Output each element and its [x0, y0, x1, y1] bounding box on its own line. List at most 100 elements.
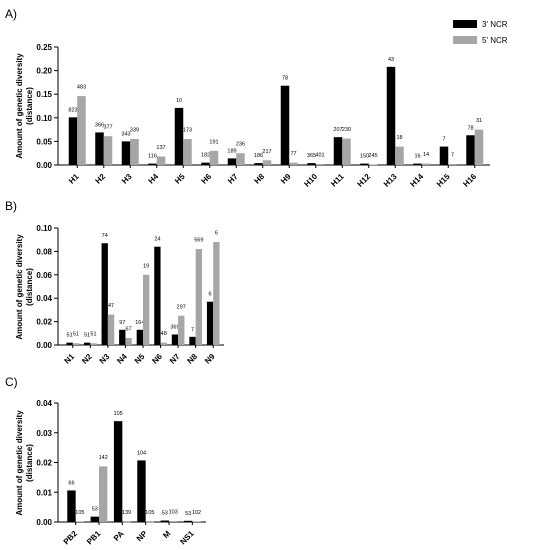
data-label-n2-5ncr: 51	[90, 332, 96, 338]
data-label-m-3ncr: 53	[162, 511, 168, 517]
y-tick-label: 0.15	[36, 90, 52, 99]
category-label-ns1: NS1	[178, 529, 196, 547]
data-label-np-3ncr: 104	[137, 450, 146, 456]
data-label-h1-3ncr: 823	[68, 107, 77, 113]
panel-label: B)	[5, 199, 17, 213]
data-label-n3-3ncr: 74	[102, 233, 108, 239]
y-tick-label: 0.04	[36, 294, 52, 303]
data-label-pb2-5ncr: 105	[75, 510, 84, 516]
data-label-h1-5ncr: 483	[77, 85, 86, 91]
bar-n3-5ncr	[107, 314, 115, 345]
data-label-h3-5ncr: 339	[130, 128, 139, 134]
bar-h4-5ncr	[156, 156, 166, 165]
data-label-h9-5ncr: 77	[290, 151, 296, 157]
y-tick-label: 0.25	[36, 43, 52, 52]
bar-h9-5ncr	[289, 162, 298, 165]
bar-h11-3ncr	[333, 137, 343, 165]
data-label-n8-5ncr: 569	[194, 238, 203, 244]
data-label-n4-5ncr: 67	[126, 326, 132, 332]
category-label-h14: H14	[408, 172, 425, 189]
bar-h10-5ncr	[315, 164, 325, 165]
category-label-n1: N1	[63, 352, 77, 366]
data-label-n9-3ncr: 6	[209, 292, 212, 298]
category-label-h2: H2	[94, 172, 108, 186]
bar-n1-5ncr	[72, 343, 80, 345]
bar-h2-3ncr	[95, 132, 104, 165]
data-label-h14-5ncr: 14	[423, 152, 429, 158]
bar-n6-3ncr	[154, 246, 161, 345]
y-axis-label: Amount of genetic diversity(distance)	[15, 234, 34, 340]
bar-h6-5ncr	[209, 150, 219, 165]
category-label-n4: N4	[115, 352, 129, 366]
category-label-h13: H13	[382, 172, 399, 189]
y-axis-label-line: (distance)	[25, 444, 34, 482]
data-label-n7-5ncr: 297	[177, 304, 186, 310]
data-label-pb1-3ncr: 53	[92, 507, 98, 513]
category-label-h6: H6	[200, 172, 214, 186]
data-label-m-5ncr: 103	[169, 510, 178, 516]
bar-h14-5ncr	[421, 163, 431, 165]
bar-np-3ncr	[137, 460, 146, 522]
data-label-h10-5ncr: 401	[315, 153, 324, 159]
data-label-h12-3ncr: 150	[360, 154, 369, 160]
data-label-np-5ncr: 105	[145, 510, 154, 516]
y-tick-label: 0.03	[36, 429, 52, 438]
bar-h15-3ncr	[439, 146, 449, 165]
bar-h11-5ncr	[342, 138, 351, 165]
bar-n9-5ncr	[213, 242, 220, 345]
data-label-h15-5ncr: 7	[451, 153, 454, 159]
bar-h7-3ncr	[227, 158, 237, 165]
bar-n4-5ncr	[125, 337, 132, 345]
y-axis-label-line: Amount of genetic diversity	[15, 410, 24, 516]
bar-h2-5ncr	[103, 136, 113, 165]
data-label-n3-5ncr: 47	[108, 303, 114, 309]
data-label-h2-3ncr: 366	[95, 122, 104, 128]
bar-n1-3ncr	[66, 342, 73, 345]
y-tick-label: 0.20	[36, 67, 52, 76]
data-label-h11-5ncr: 230	[342, 127, 351, 133]
category-label-h9: H9	[279, 172, 293, 186]
data-label-n1-5ncr: 51	[73, 332, 79, 338]
data-label-h6-3ncr: 182	[201, 153, 210, 159]
y-axis-label: Amount of genetic diversity(distance)	[15, 410, 34, 516]
bar-h5-3ncr	[174, 107, 184, 165]
bar-ns1-5ncr	[192, 521, 201, 523]
bar-h15-5ncr	[448, 164, 457, 165]
data-label-h12-5ncr: 245	[368, 153, 377, 159]
data-label-h8-5ncr: 217	[262, 149, 271, 155]
data-label-h3-3ncr: 343	[121, 131, 130, 137]
category-label-h1: H1	[67, 172, 81, 186]
y-tick-label: 0.05	[36, 137, 52, 146]
bar-pb1-5ncr	[99, 466, 108, 522]
data-label-h16-3ncr: 78	[467, 125, 473, 131]
category-label-n7: N7	[168, 352, 182, 366]
bar-h9-3ncr	[280, 85, 290, 165]
bar-h12-3ncr	[360, 163, 369, 165]
data-label-h5-3ncr: 10	[176, 98, 182, 104]
y-tick-label: 0.06	[36, 271, 52, 280]
bar-h16-3ncr	[466, 135, 475, 165]
data-label-h13-3ncr: 43	[388, 57, 394, 63]
bar-n7-3ncr	[171, 334, 179, 345]
category-label-n6: N6	[150, 352, 164, 366]
bar-n3-3ncr	[101, 243, 108, 345]
data-label-h7-3ncr: 189	[227, 148, 236, 154]
data-label-n5-5ncr: 19	[143, 263, 149, 269]
bar-pa-5ncr	[122, 521, 131, 523]
data-label-h16-5ncr: 31	[476, 118, 482, 124]
bar-n5-5ncr	[143, 274, 150, 345]
data-label-pb2-3ncr: 66	[68, 480, 74, 486]
bar-h3-5ncr	[130, 139, 139, 165]
legend-label-3ncr: 3' NCR	[482, 20, 508, 29]
legend-swatch-5ncr	[453, 36, 477, 44]
data-label-n4-3ncr: 97	[119, 320, 125, 326]
data-label-n6-3ncr: 24	[154, 237, 160, 243]
bar-h8-3ncr	[254, 163, 263, 165]
bar-n2-5ncr	[90, 343, 97, 345]
category-label-m: M	[161, 529, 172, 540]
bar-n5-3ncr	[136, 329, 143, 345]
bar-m-3ncr	[160, 520, 169, 522]
data-label-n5-3ncr: 164	[135, 320, 144, 326]
data-label-n2-3ncr: 51	[84, 333, 90, 339]
